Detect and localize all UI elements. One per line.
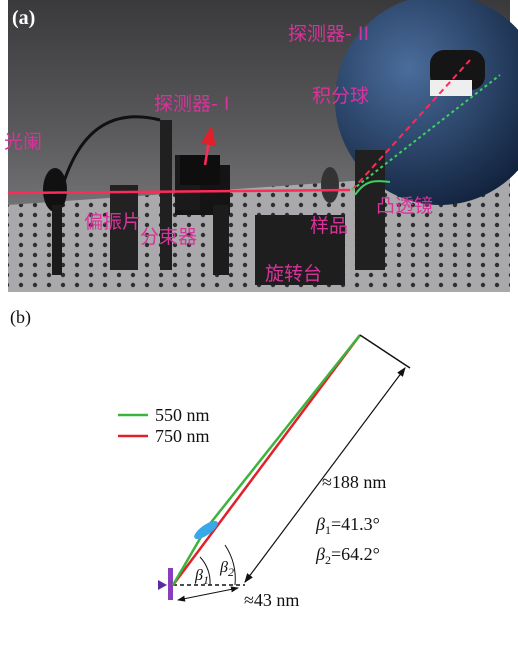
angle-marker: β2 bbox=[219, 559, 234, 579]
label-rotation-stage: 旋转台 bbox=[265, 263, 322, 285]
label-lens: 凸透镜 bbox=[376, 195, 433, 217]
label-polarizer: 偏振片 bbox=[84, 211, 141, 233]
label-aperture: 光阑 bbox=[4, 131, 42, 153]
photo: (a) 探测器- II 积分球 探测器- I 光阑 偏振片 分束器 样品 凸透镜… bbox=[4, 0, 518, 292]
label-detector-1: 探测器- I bbox=[154, 93, 230, 115]
label-sample: 样品 bbox=[310, 215, 348, 237]
panel-label: (b) bbox=[10, 307, 31, 328]
angle-marker: β1 bbox=[194, 567, 209, 587]
legend-label: 750 nm bbox=[155, 426, 210, 446]
angle-value: β1=41.3° bbox=[315, 514, 380, 537]
figure: (a) 探测器- II 积分球 探测器- I 光阑 偏振片 分束器 样品 凸透镜… bbox=[0, 0, 518, 652]
panel-label: (a) bbox=[12, 7, 35, 29]
label-sphere: 积分球 bbox=[312, 85, 369, 107]
legend-label: 550 nm bbox=[155, 405, 210, 425]
schematic: (b) 550 nm 750 nm β1 β2 ≈188 nm ≈43 nm β… bbox=[10, 307, 410, 610]
label-beam-splitter: 分束器 bbox=[140, 226, 197, 248]
distance-label: ≈188 nm bbox=[322, 472, 386, 492]
distance-label: ≈43 nm bbox=[244, 590, 299, 610]
label-detector-2: 探测器- II bbox=[288, 23, 369, 45]
angle-value: β2=64.2° bbox=[315, 544, 380, 567]
